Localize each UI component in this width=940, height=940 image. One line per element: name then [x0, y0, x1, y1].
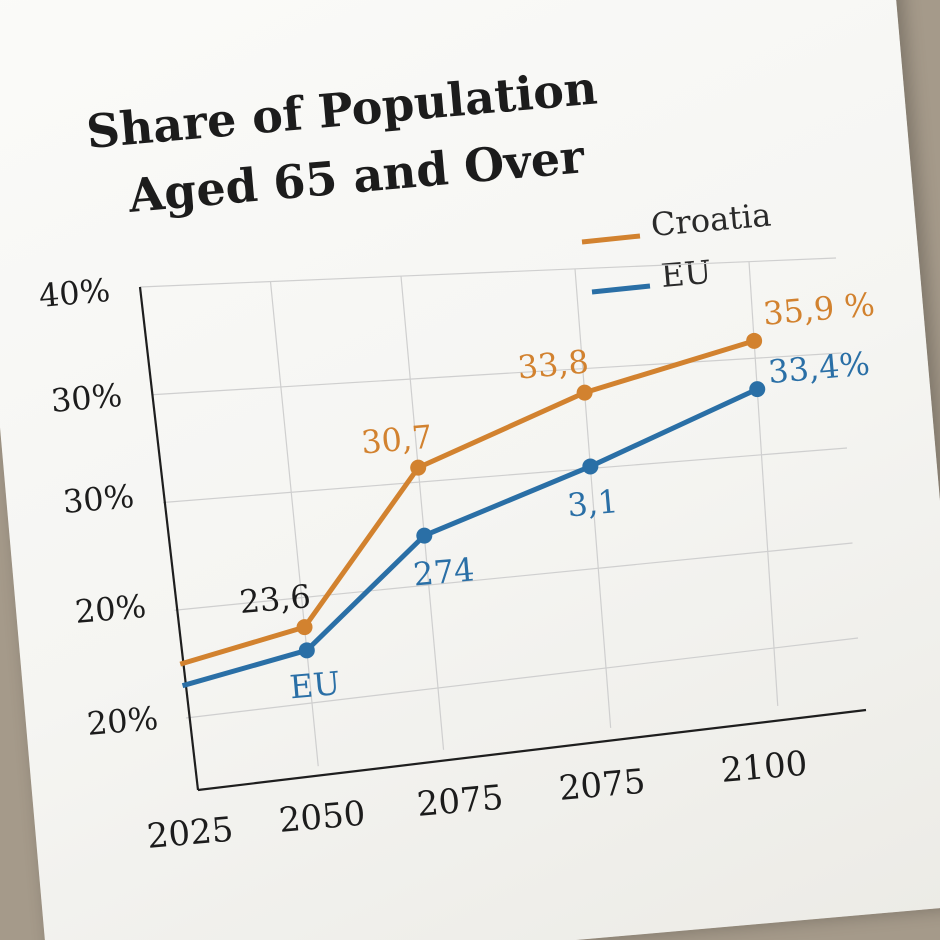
x-tick-label: 2075 — [415, 778, 505, 825]
data-point-eu — [749, 381, 766, 398]
legend-label-eu: EU — [659, 253, 712, 295]
legend-label-croatia: Croatia — [649, 196, 772, 244]
gridline-horizontal — [185, 637, 859, 719]
data-label-croatia: 33,8 — [516, 343, 590, 387]
data-point-croatia — [410, 459, 427, 476]
data-point-eu — [298, 642, 315, 659]
legend: Croatia EU — [581, 196, 773, 295]
y-axis — [138, 286, 200, 791]
data-point-croatia — [746, 332, 763, 349]
data-label-eu: EU — [288, 664, 341, 706]
chart-title: Share of Population Aged 65 and Over — [84, 61, 599, 224]
y-tick-label: 20% — [73, 587, 147, 631]
series-layer: 23,6 30,7 33,8 35,9 % EU 274 3,1 33,4% — [179, 285, 877, 706]
data-point-eu — [416, 527, 433, 544]
x-tick-label: 2050 — [277, 794, 367, 841]
data-point-eu — [582, 458, 599, 475]
gridline-vertical — [400, 276, 445, 750]
gridline-horizontal — [139, 257, 837, 288]
y-tick-label: 20% — [85, 699, 159, 743]
data-label-croatia: 30,7 — [360, 418, 434, 462]
data-label-croatia: 35,9 % — [762, 285, 877, 333]
gridline-vertical — [574, 268, 612, 728]
gridline-vertical — [269, 281, 319, 767]
x-axis — [197, 708, 867, 792]
data-label-eu: 274 — [412, 550, 476, 593]
legend-swatch-eu — [591, 283, 651, 295]
data-point-croatia — [296, 619, 313, 636]
x-tick-label: 2025 — [145, 810, 235, 857]
data-point-croatia — [576, 384, 593, 401]
gridline-horizontal — [162, 447, 848, 504]
data-label-eu: 33,4% — [767, 344, 872, 391]
x-tick-labels: 2025 2050 2075 2075 2100 — [145, 744, 809, 857]
gridline-horizontal — [151, 352, 842, 396]
gridlines — [139, 257, 859, 767]
x-tick-label: 2075 — [557, 762, 647, 809]
y-tick-labels: 40% 30% 30% 20% 20% — [37, 271, 159, 743]
y-tick-label: 40% — [37, 271, 111, 315]
x-tick-label: 2100 — [719, 744, 809, 791]
series-line-eu — [181, 386, 759, 689]
legend-swatch-croatia — [581, 233, 641, 245]
axes — [138, 286, 867, 792]
data-label-eu: 3,1 — [566, 482, 620, 524]
data-label-croatia: 23,6 — [238, 577, 312, 621]
gridline-horizontal — [174, 542, 853, 611]
y-tick-label: 30% — [61, 477, 135, 521]
y-tick-label: 30% — [49, 376, 123, 420]
